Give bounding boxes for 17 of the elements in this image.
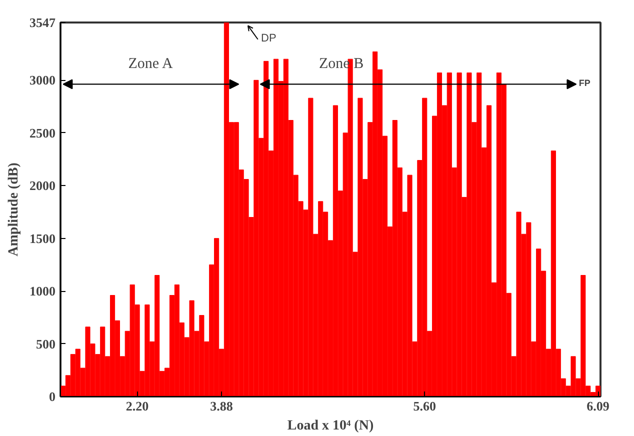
- y-axis-title: Amplitude (dB): [6, 162, 22, 256]
- y-tick-label: 2500: [30, 125, 56, 140]
- y-tick-label: 1500: [30, 230, 56, 246]
- x-tick-label: 3.88: [210, 398, 234, 414]
- y-tick-label: 3547: [30, 15, 56, 30]
- y-tick-label: 500: [36, 336, 56, 352]
- x-tick-label: 5.60: [413, 398, 436, 414]
- annotation: DP: [261, 32, 276, 44]
- y-tick-label: 0: [49, 389, 56, 404]
- y-tick-label: 1000: [30, 284, 56, 299]
- y-tick-label: 3000: [30, 72, 56, 88]
- annotation: FP: [578, 78, 590, 88]
- x-tick-label: 2.20: [126, 398, 149, 414]
- y-tick-label: 2000: [30, 178, 56, 194]
- x-tick-label: 6.09: [586, 398, 610, 414]
- annotation: Zone A: [128, 56, 173, 72]
- x-axis-title: Load x 10⁴ (N): [287, 418, 374, 434]
